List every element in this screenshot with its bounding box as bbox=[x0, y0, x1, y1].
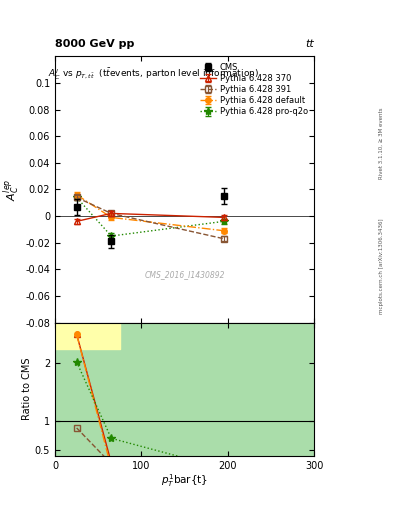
Legend: CMS, Pythia 6.428 370, Pythia 6.428 391, Pythia 6.428 default, Pythia 6.428 pro-: CMS, Pythia 6.428 370, Pythia 6.428 391,… bbox=[197, 60, 310, 119]
Text: tt: tt bbox=[306, 38, 314, 49]
Text: $A_C^l$ vs $p_{T,t\bar{t}}$  (t$\bar{t}$events, parton level information): $A_C^l$ vs $p_{T,t\bar{t}}$ (t$\bar{t}$e… bbox=[48, 67, 259, 82]
Text: 8000 GeV pp: 8000 GeV pp bbox=[55, 38, 134, 49]
Text: Rivet 3.1.10, ≥ 3M events: Rivet 3.1.10, ≥ 3M events bbox=[379, 108, 384, 179]
Y-axis label: Ratio to CMS: Ratio to CMS bbox=[22, 358, 32, 420]
Text: mcplots.cern.ch [arXiv:1306.3436]: mcplots.cern.ch [arXiv:1306.3436] bbox=[379, 219, 384, 314]
X-axis label: $p_T^{1}$bar{t}: $p_T^{1}$bar{t} bbox=[161, 472, 208, 489]
Text: CMS_2016_I1430892: CMS_2016_I1430892 bbox=[145, 270, 225, 279]
Y-axis label: $A_C^{lep}$: $A_C^{lep}$ bbox=[2, 178, 22, 201]
